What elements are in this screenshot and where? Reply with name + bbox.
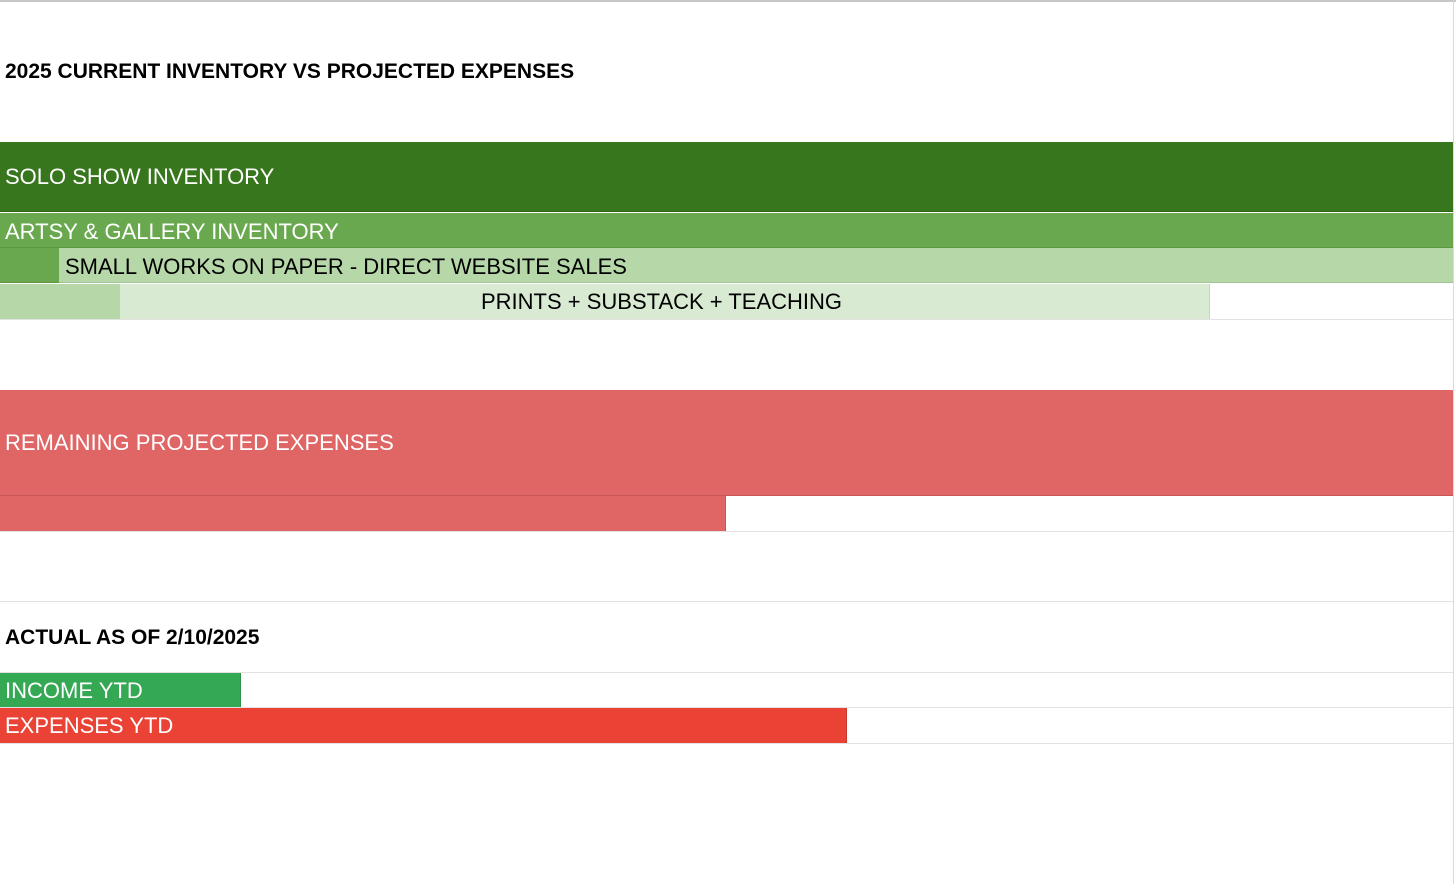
row-gridline: [0, 707, 1453, 708]
prints-label: PRINTS + SUBSTACK + TEACHING: [481, 289, 843, 314]
row-gridline: [0, 531, 1453, 532]
remaining-expenses-overflow-cell[interactable]: [0, 496, 726, 531]
row-gridline: [0, 319, 1453, 320]
expenses-ytd-label: EXPENSES YTD: [5, 713, 174, 738]
income-ytd-cell[interactable]: INCOME YTD: [0, 673, 241, 707]
prints-cell[interactable]: PRINTS + SUBSTACK + TEACHING: [120, 284, 1210, 319]
remaining-expenses-label: REMAINING PROJECTED EXPENSES: [5, 430, 394, 455]
row-gridline: [0, 743, 1453, 744]
prints-offset-cell[interactable]: [0, 284, 120, 319]
column-gridline: [1453, 0, 1454, 884]
row-gridline: [0, 672, 1453, 673]
solo-show-inventory-cell[interactable]: SOLO SHOW INVENTORY: [0, 142, 1453, 212]
income-ytd-label: INCOME YTD: [5, 678, 143, 703]
solo-show-inventory-label: SOLO SHOW INVENTORY: [5, 164, 275, 189]
sheet-title[interactable]: 2025 CURRENT INVENTORY VS PROJECTED EXPE…: [5, 60, 575, 83]
sheet-top-border: [0, 0, 1456, 2]
expenses-ytd-cell[interactable]: EXPENSES YTD: [0, 708, 847, 743]
small-works-label: SMALL WORKS ON PAPER - DIRECT WEBSITE SA…: [65, 254, 627, 279]
remaining-expenses-cell[interactable]: REMAINING PROJECTED EXPENSES: [0, 390, 1453, 496]
small-works-offset-cell[interactable]: [0, 248, 59, 283]
artsy-gallery-inventory-label: ARTSY & GALLERY INVENTORY: [5, 219, 339, 244]
actual-heading[interactable]: ACTUAL AS OF 2/10/2025: [5, 626, 260, 649]
artsy-gallery-inventory-cell[interactable]: ARTSY & GALLERY INVENTORY: [0, 213, 1453, 248]
small-works-cell[interactable]: SMALL WORKS ON PAPER - DIRECT WEBSITE SA…: [59, 248, 1453, 283]
row-gridline: [0, 601, 1453, 602]
